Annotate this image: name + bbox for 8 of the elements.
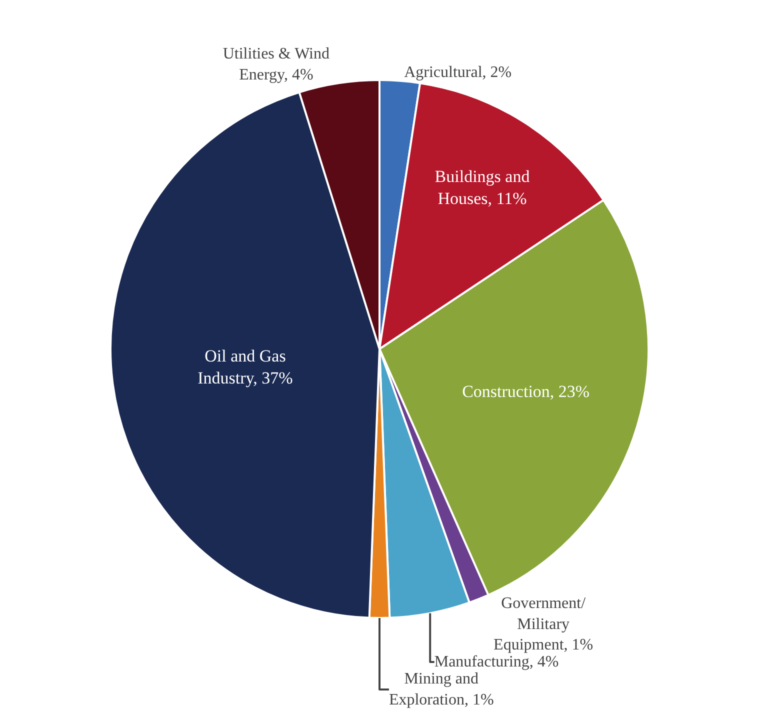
slice-label: Agricultural, 2% [404,64,512,81]
slice-label: Buildings and Houses, 11% [434,166,530,208]
slice-label: Manufacturing, 4% [434,654,559,671]
slice-label: Government/ Military Equipment, 1% [494,594,594,654]
slice-label: Mining and Exploration, 1% [388,670,494,708]
slice-label: Utilities & Wind Energy, 4% [222,46,330,84]
slice-label: Construction, 23% [462,382,590,402]
slice-label: Oil and Gas Industry, 37% [198,346,293,388]
